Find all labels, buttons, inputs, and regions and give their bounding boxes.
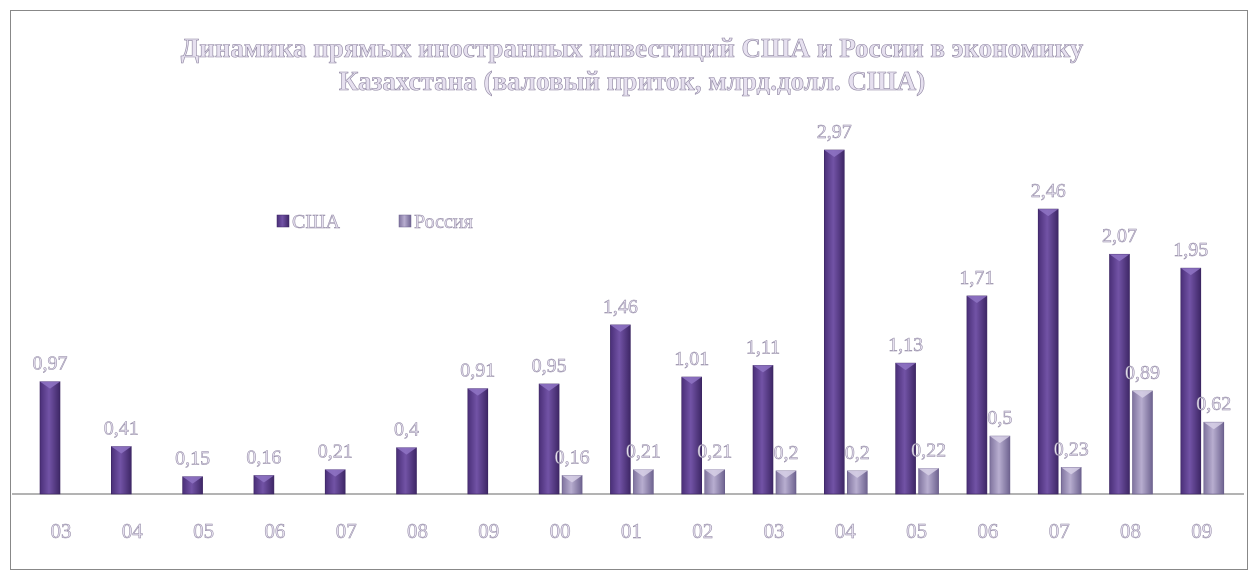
bar-cap-usa-3: [253, 475, 274, 483]
x-tick-label-15: 08: [1120, 519, 1141, 543]
legend-swatch-russia: [398, 214, 412, 228]
bar-russia-13: [989, 435, 1011, 495]
data-label-russia-13: 0,5: [987, 407, 1012, 429]
x-tick-label-14: 07: [1049, 519, 1070, 543]
bar-cap-usa-5: [396, 447, 417, 455]
bar-usa-1: [111, 446, 132, 495]
data-label-usa-6: 0,91: [460, 360, 495, 382]
bar-cap-usa-4: [325, 469, 346, 477]
data-label-russia-15: 0,89: [1125, 362, 1160, 384]
x-tick-label-4: 07: [336, 519, 357, 543]
x-tick-label-10: 03: [764, 519, 785, 543]
bar-usa-16: [1180, 267, 1202, 495]
data-label-usa-8: 1,46: [603, 296, 638, 318]
bar-cap-russia-7: [562, 475, 583, 483]
bar-cap-russia-9: [704, 469, 725, 477]
bar-cap-russia-16: [1203, 422, 1224, 430]
data-label-usa-0: 0,97: [33, 353, 68, 375]
data-label-usa-3: 0,16: [246, 446, 281, 468]
bar-cap-russia-13: [989, 436, 1010, 444]
data-label-usa-2: 0,15: [175, 448, 210, 470]
bar-cap-usa-8: [610, 324, 631, 332]
bar-usa-0: [39, 381, 61, 495]
data-label-usa-11: 2,97: [817, 121, 852, 143]
data-label-usa-4: 0,21: [318, 441, 353, 463]
bar-chart: Динамика прямых иностранных инвестиций С…: [12, 33, 1244, 544]
bar-cap-usa-2: [182, 476, 203, 484]
data-label-russia-10: 0,2: [774, 442, 799, 464]
legend-label-russia: Россия: [414, 211, 473, 233]
bar-cap-usa-15: [1109, 254, 1130, 262]
bar-usa-7: [538, 383, 560, 495]
x-tick-label-2: 05: [193, 519, 214, 543]
bar-cap-usa-10: [753, 365, 773, 373]
bar-russia-16: [1203, 421, 1225, 495]
bar-usa-13: [966, 295, 988, 495]
data-label-russia-8: 0,21: [626, 441, 661, 463]
bar-cap-usa-14: [1038, 209, 1059, 217]
data-label-russia-12: 0,22: [911, 440, 946, 462]
bar-usa-9: [681, 376, 703, 495]
bar-cap-usa-1: [111, 446, 132, 454]
data-label-russia-14: 0,23: [1054, 438, 1089, 460]
legend-swatch-usa: [276, 214, 290, 228]
legend-label-usa: США: [292, 211, 341, 233]
bar-usa-8: [610, 324, 631, 495]
x-tick-label-5: 08: [407, 519, 428, 543]
x-tick-label-0: 03: [51, 519, 72, 543]
bar-cap-usa-12: [895, 363, 916, 371]
data-label-russia-7: 0,16: [555, 446, 590, 468]
bar-cap-russia-15: [1132, 390, 1153, 398]
data-label-usa-10: 1,11: [746, 336, 780, 358]
x-tick-label-11: 04: [835, 519, 857, 543]
bar-usa-6: [467, 388, 489, 495]
x-tick-label-12: 05: [906, 519, 927, 543]
bar-cap-usa-7: [539, 383, 560, 391]
bar-russia-15: [1132, 390, 1153, 495]
bar-cap-usa-0: [40, 381, 60, 389]
bar-usa-11: [823, 149, 845, 495]
data-label-usa-14: 2,46: [1031, 180, 1066, 202]
data-label-usa-7: 0,95: [532, 355, 567, 377]
data-label-russia-9: 0,21: [697, 441, 732, 463]
x-tick-label-9: 02: [692, 519, 713, 543]
x-tick-label-7: 00: [550, 519, 571, 543]
data-label-usa-12: 1,13: [888, 334, 923, 356]
bar-cap-russia-11: [847, 470, 868, 478]
x-tick-label-16: 09: [1191, 519, 1212, 543]
data-label-usa-13: 1,71: [959, 267, 994, 289]
bar-cap-usa-9: [681, 377, 702, 385]
bar-cap-usa-16: [1180, 268, 1201, 276]
x-tick-label-8: 01: [621, 519, 642, 543]
data-label-usa-16: 1,95: [1173, 239, 1208, 261]
bar-cap-usa-11: [824, 150, 845, 157]
bar-cap-russia-8: [633, 469, 654, 477]
bar-cap-russia-14: [1061, 467, 1082, 475]
bar-usa-10: [752, 365, 774, 495]
x-tick-labels: 03 04 05 06 07 08 09 00 01 02 03 04 05 06 07 08 09: [50, 519, 1212, 544]
bar-cap-usa-6: [467, 388, 488, 396]
x-tick-label-6: 09: [478, 519, 499, 543]
x-tick-label-3: 06: [264, 519, 285, 543]
bar-cap-russia-10: [776, 470, 796, 478]
data-label-usa-15: 2,07: [1102, 225, 1137, 247]
bar-cap-usa-13: [966, 295, 987, 303]
bar-cap-russia-12: [918, 468, 939, 476]
legend: США Россия: [276, 211, 473, 233]
bars: 0,97 0,41 0,15 0,16 0,21 0,4 0,91 0,95 0,16 1,46 0…: [32, 121, 1232, 495]
data-label-russia-16: 0,62: [1196, 393, 1231, 415]
data-label-usa-5: 0,4: [394, 419, 419, 441]
data-label-russia-11: 0,2: [845, 442, 870, 464]
data-label-usa-9: 1,01: [674, 348, 709, 370]
bar-usa-12: [895, 362, 916, 495]
data-label-usa-1: 0,41: [104, 418, 139, 440]
x-tick-label-13: 06: [977, 519, 998, 543]
x-tick-label-1: 04: [122, 519, 144, 543]
chart-title-line-2: Казахстана (валовый приток, млрд.долл. С…: [339, 66, 925, 96]
chart-title-line-1: Динамика прямых иностранных инвестиций С…: [181, 33, 1084, 63]
